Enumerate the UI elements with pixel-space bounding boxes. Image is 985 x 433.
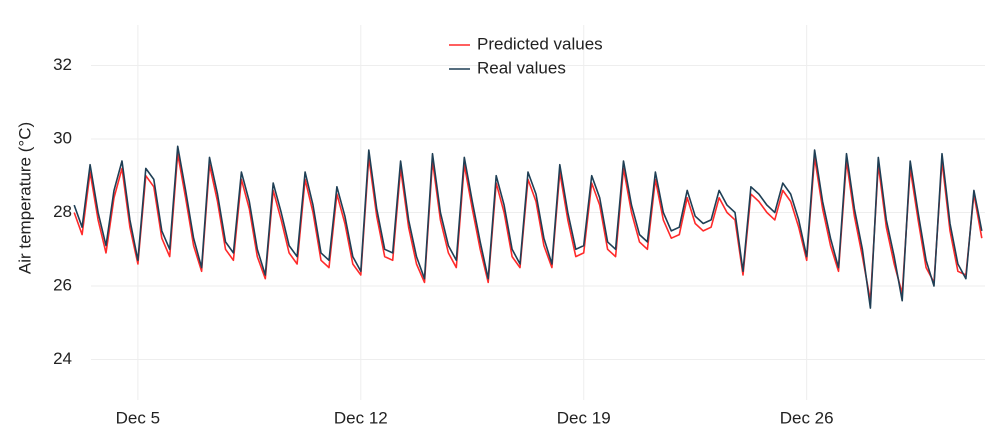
y-tick-label: 30 (53, 128, 72, 147)
x-tick-label: Dec 5 (116, 408, 160, 427)
x-tick-label: Dec 19 (557, 408, 611, 427)
legend-label: Predicted values (477, 34, 603, 53)
y-tick-label: 26 (53, 276, 72, 295)
legend-label: Real values (477, 58, 566, 77)
x-tick-label: Dec 26 (780, 408, 834, 427)
x-tick-label: Dec 12 (334, 408, 388, 427)
y-tick-label: 24 (53, 349, 72, 368)
y-tick-label: 28 (53, 202, 72, 221)
y-axis-label: Air temperature (°C) (15, 122, 34, 274)
y-tick-label: 32 (53, 55, 72, 74)
series-line (73, 145, 983, 309)
